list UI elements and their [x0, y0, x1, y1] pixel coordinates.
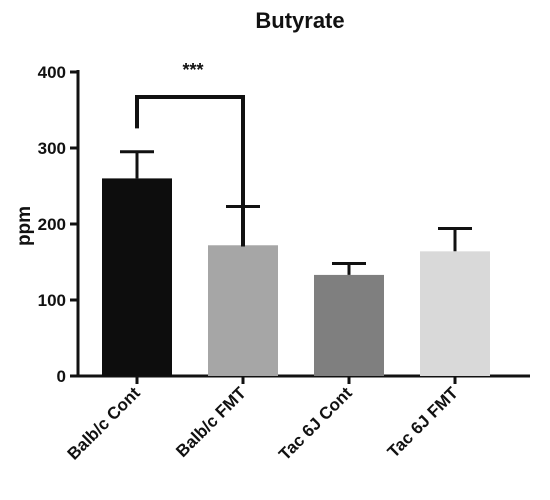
y-tick-label: 200: [38, 215, 66, 234]
bar: [420, 251, 490, 376]
significance-label: ***: [182, 60, 203, 80]
significance-bracket: [135, 95, 245, 247]
bars-group: [102, 150, 490, 376]
y-tick-label: 0: [57, 367, 66, 386]
y-axis-label: ppm: [14, 206, 35, 246]
category-label: Balb/c FMT: [172, 383, 250, 461]
bar: [102, 178, 172, 376]
y-tick-label: 300: [38, 139, 66, 158]
category-label: Tac 6J Cont: [275, 383, 356, 464]
bar: [208, 245, 278, 376]
significance-group: ***: [135, 60, 245, 247]
y-tick-label: 100: [38, 291, 66, 310]
bar: [314, 274, 384, 376]
y-tick-label: 400: [38, 63, 66, 82]
category-labels-group: Balb/c Cont Balb/c FMT Tac 6J Cont Tac 6J F…: [64, 383, 463, 464]
y-ticks-group: 0 100 200 300 400: [38, 63, 78, 386]
category-label: Tac 6J FMT: [384, 383, 462, 461]
category-label: Balb/c Cont: [64, 383, 144, 463]
chart-title: Butyrate: [255, 8, 344, 33]
